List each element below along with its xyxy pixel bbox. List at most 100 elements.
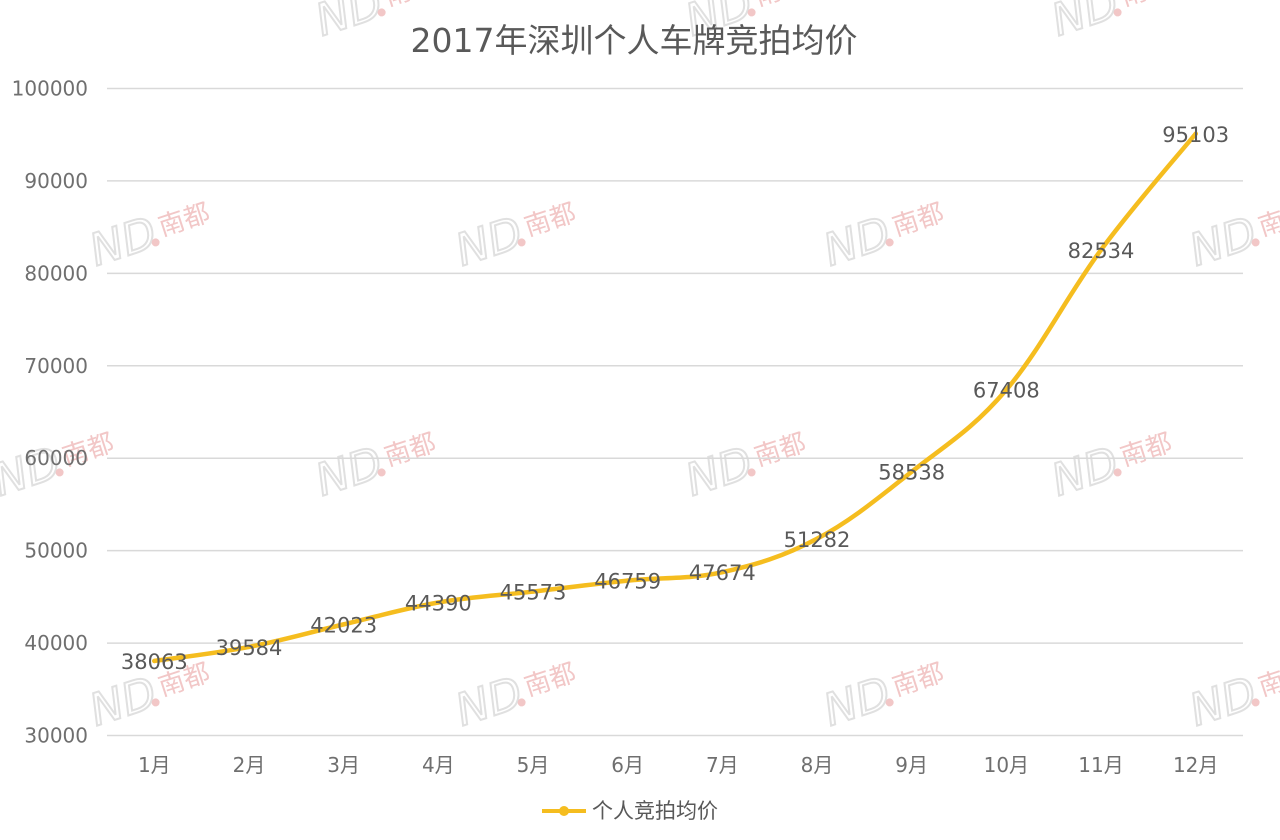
watermark-latin: ND <box>1046 0 1125 46</box>
watermark-chinese: 南都 <box>155 198 214 243</box>
watermark-dot <box>151 238 160 247</box>
legend[interactable]: 个人竞拍均价 <box>542 799 718 823</box>
x-tick-label: 7月 <box>706 753 739 777</box>
data-label: 58538 <box>878 461 945 485</box>
watermark-chinese: 南都 <box>1255 658 1280 703</box>
gridlines <box>107 87 1243 737</box>
data-label: 95103 <box>1162 123 1229 147</box>
watermark-chinese: 南都 <box>889 198 948 243</box>
data-label: 47674 <box>689 561 756 585</box>
watermark-dot <box>1113 468 1122 477</box>
data-label: 45573 <box>500 581 567 605</box>
data-label: 82534 <box>1068 239 1135 263</box>
watermark-dot <box>747 468 756 477</box>
data-point <box>246 644 252 650</box>
data-point <box>720 569 725 575</box>
watermark-latin: ND <box>310 0 389 46</box>
data-label: 67408 <box>973 379 1040 403</box>
watermark-chinese: 南都 <box>381 0 440 13</box>
watermark-dot <box>747 8 756 17</box>
data-point <box>436 600 441 605</box>
y-tick-label: 60000 <box>24 446 88 470</box>
x-tick-label: 6月 <box>611 753 644 777</box>
watermark-dot <box>377 468 386 477</box>
watermark-latin: ND <box>84 667 163 736</box>
chart-title: 2017年深圳个人车牌竞拍均价 <box>411 21 858 60</box>
data-label: 44390 <box>405 591 472 615</box>
watermark-latin: ND <box>818 207 897 276</box>
data-label: 46759 <box>594 570 661 594</box>
watermark-dot <box>55 468 64 477</box>
watermark-dot <box>517 238 526 247</box>
watermark-latin: ND <box>1184 207 1263 276</box>
data-label: 51282 <box>784 528 851 552</box>
watermark-latin: ND <box>310 437 389 506</box>
x-tick-label: 1月 <box>138 753 171 777</box>
watermark-latin: ND <box>1184 667 1263 736</box>
watermark-dot <box>1251 698 1260 707</box>
data-labels: 38063 39584 42023 44390 45573 46759 47674 51282… <box>121 123 1229 674</box>
watermark-chinese: 南都 <box>381 428 440 473</box>
data-point <box>152 658 157 664</box>
y-tick-label: 30000 <box>24 724 88 748</box>
data-point <box>1098 247 1104 253</box>
watermark-chinese: 南都 <box>521 198 580 243</box>
y-tick-label: 90000 <box>24 169 88 193</box>
watermark-dot <box>885 698 894 707</box>
watermark-dot <box>377 8 386 17</box>
data-point <box>1193 131 1198 136</box>
x-tick-label: 5月 <box>517 753 550 777</box>
series-layer <box>152 131 1198 664</box>
data-label: 42023 <box>310 613 377 637</box>
x-tick-label: 3月 <box>327 753 360 777</box>
legend-dot-marker <box>559 806 569 816</box>
data-point <box>909 469 914 474</box>
y-tick-label: 50000 <box>24 539 88 563</box>
data-point <box>1004 387 1009 392</box>
y-tick-label: 70000 <box>24 354 88 378</box>
data-point <box>625 578 630 583</box>
watermark-dot <box>517 698 526 707</box>
data-label: 39584 <box>216 636 283 660</box>
data-point <box>530 589 536 594</box>
x-axis: 1月 2月 3月 4月 5月 6月 7月 8月 9月 10月 11月 12月 <box>138 753 1218 777</box>
x-tick-label: 11月 <box>1078 753 1123 777</box>
watermark-latin: ND <box>450 207 529 276</box>
legend-label: 个人竞拍均价 <box>592 799 718 823</box>
data-label: 38063 <box>121 650 188 674</box>
x-tick-label: 9月 <box>895 753 928 777</box>
y-axis: 30000 40000 50000 60000 70000 80000 90000 10000… <box>12 77 88 748</box>
watermark-dot <box>151 698 160 707</box>
watermark-chinese: 南都 <box>521 658 580 703</box>
watermark-latin: ND <box>818 667 897 736</box>
x-tick-label: 12月 <box>1173 753 1218 777</box>
y-tick-label: 100000 <box>12 77 88 101</box>
data-point <box>341 622 346 627</box>
watermark-dot <box>885 238 894 247</box>
watermark-dot <box>1113 8 1122 17</box>
watermark-chinese: 南都 <box>1117 0 1176 13</box>
y-tick-label: 40000 <box>24 631 88 655</box>
x-tick-label: 2月 <box>233 753 266 777</box>
data-point <box>814 536 820 541</box>
watermark-latin: ND <box>450 667 529 736</box>
y-tick-label: 80000 <box>24 261 88 285</box>
watermark-chinese: 南都 <box>751 0 810 13</box>
watermark-latin: ND <box>84 207 163 276</box>
x-tick-label: 4月 <box>422 753 455 777</box>
watermark-dot <box>1251 238 1260 247</box>
watermark-chinese: 南都 <box>889 658 948 703</box>
x-tick-label: 8月 <box>801 753 834 777</box>
watermark-chinese: 南都 <box>751 428 810 473</box>
